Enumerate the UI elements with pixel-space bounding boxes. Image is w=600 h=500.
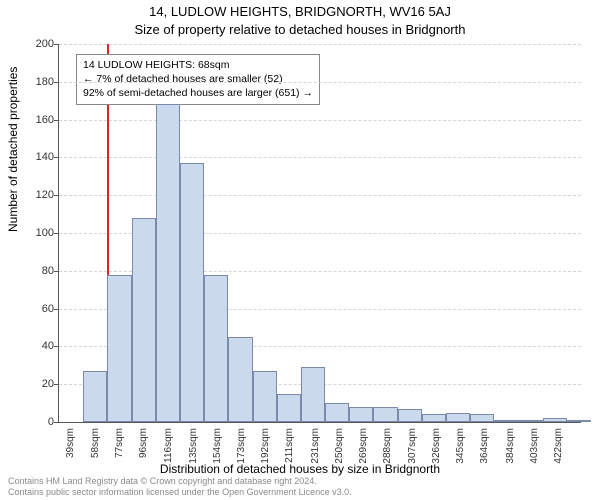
x-tick-label: 288sqm [382,428,393,472]
footer-line2: Contains public sector information licen… [8,487,352,498]
y-tick-mark [54,233,58,234]
x-tick-label: 364sqm [479,428,490,472]
gridline [59,120,581,121]
x-tick-label: 39sqm [65,428,76,472]
histogram-bar [422,414,446,422]
histogram-bar [446,413,470,422]
x-tick-label: 250sqm [334,428,345,472]
x-tick-label: 231sqm [310,428,321,472]
y-tick-mark [54,195,58,196]
histogram-bar [349,407,373,422]
y-tick-label: 140 [14,151,54,163]
histogram-bar [398,409,422,422]
y-tick-mark [54,157,58,158]
histogram-bar [567,420,591,422]
y-tick-label: 20 [14,378,54,390]
y-tick-mark [54,309,58,310]
y-tick-label: 200 [14,38,54,50]
y-tick-mark [54,346,58,347]
histogram-bar [494,420,518,422]
histogram-bar [204,275,228,422]
y-tick-label: 180 [14,76,54,88]
histogram-bar [228,337,252,422]
histogram-bar [107,275,131,422]
y-tick-label: 100 [14,227,54,239]
x-tick-label: 403sqm [529,428,540,472]
x-tick-label: 345sqm [455,428,466,472]
page-title-line2: Size of property relative to detached ho… [0,22,600,37]
footer-line1: Contains HM Land Registry data © Crown c… [8,476,352,487]
histogram-bar [277,394,301,422]
histogram-bar [156,104,180,422]
gridline [59,195,581,196]
x-tick-label: 269sqm [358,428,369,472]
gridline [59,82,581,83]
y-tick-mark [54,384,58,385]
callout-line2: ← 7% of detached houses are smaller (52) [83,72,313,86]
y-tick-mark [54,271,58,272]
y-tick-label: 160 [14,114,54,126]
histogram-bar [470,414,494,422]
x-tick-label: 154sqm [212,428,223,472]
x-tick-label: 211sqm [284,428,295,472]
gridline [59,44,581,45]
histogram-bar [373,407,397,422]
callout-line1: 14 LUDLOW HEIGHTS: 68sqm [83,58,313,72]
x-tick-label: 58sqm [90,428,101,472]
x-tick-label: 173sqm [236,428,247,472]
y-tick-mark [54,422,58,423]
y-axis-label: Number of detached properties [6,67,20,232]
x-tick-label: 307sqm [407,428,418,472]
chart-plot-area: 14 LUDLOW HEIGHTS: 68sqm ← 7% of detache… [58,44,581,423]
footer-attribution: Contains HM Land Registry data © Crown c… [8,476,352,499]
y-tick-mark [54,82,58,83]
histogram-bar [543,418,567,422]
x-tick-label: 116sqm [163,428,174,472]
histogram-bar [301,367,325,422]
y-tick-mark [54,44,58,45]
x-tick-label: 422sqm [553,428,564,472]
histogram-bar [180,163,204,422]
y-tick-mark [54,120,58,121]
histogram-bar [325,403,349,422]
y-tick-label: 80 [14,265,54,277]
x-tick-label: 135sqm [188,428,199,472]
y-tick-label: 40 [14,340,54,352]
x-tick-label: 192sqm [260,428,271,472]
callout-box: 14 LUDLOW HEIGHTS: 68sqm ← 7% of detache… [76,54,320,105]
y-tick-label: 60 [14,303,54,315]
x-tick-label: 77sqm [114,428,125,472]
histogram-bar [519,420,543,422]
page-title-line1: 14, LUDLOW HEIGHTS, BRIDGNORTH, WV16 5AJ [0,4,600,19]
histogram-bar [83,371,107,422]
x-tick-label: 384sqm [505,428,516,472]
y-tick-label: 120 [14,189,54,201]
y-tick-label: 0 [14,416,54,428]
histogram-bar [253,371,277,422]
x-tick-label: 326sqm [431,428,442,472]
histogram-bar [132,218,156,422]
callout-line3: 92% of semi-detached houses are larger (… [83,86,313,100]
x-tick-label: 96sqm [138,428,149,472]
gridline [59,157,581,158]
